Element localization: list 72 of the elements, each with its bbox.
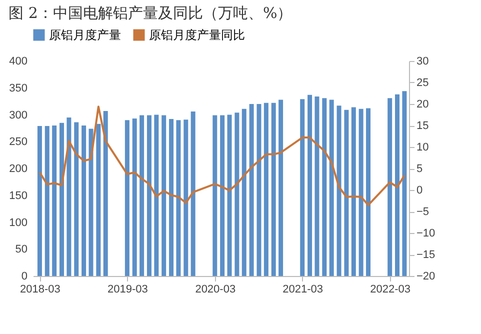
bar <box>52 126 57 276</box>
bar <box>314 96 320 276</box>
bar <box>146 115 152 276</box>
bar <box>103 110 108 276</box>
y2-tick-label: −20 <box>416 270 436 282</box>
y-tick-label: 350 <box>9 82 28 94</box>
bar <box>388 98 392 276</box>
bar <box>395 94 400 276</box>
bar <box>227 114 232 276</box>
bar <box>336 106 342 276</box>
bar <box>60 122 64 276</box>
bar <box>322 98 327 276</box>
y-tick-label: 0 <box>21 270 28 282</box>
y2-tick-label: 30 <box>416 56 429 68</box>
bar <box>249 104 254 276</box>
legend-label: 原铝月度产量同比 <box>149 28 245 42</box>
bar <box>169 119 174 276</box>
y2-tick-label: −15 <box>416 249 436 261</box>
bar <box>66 117 72 276</box>
y2-tick-label: 25 <box>416 77 429 89</box>
y2-tick-label: −5 <box>416 206 430 218</box>
bar <box>176 120 181 276</box>
y2-tick-label: 15 <box>416 120 429 132</box>
bar <box>366 108 371 276</box>
bar <box>300 99 305 276</box>
x-tick-label: 2020-03 <box>195 284 236 296</box>
bar <box>162 115 166 276</box>
y-tick-label: 250 <box>9 136 28 148</box>
y2-tick-label: −10 <box>416 228 436 240</box>
bar <box>308 94 312 276</box>
bar <box>264 102 268 276</box>
bar <box>351 107 356 276</box>
bar <box>234 112 240 276</box>
y-tick-label: 100 <box>9 216 28 229</box>
x-tick-label: 2018-03 <box>20 284 60 296</box>
bar <box>140 115 144 276</box>
bar <box>184 120 188 276</box>
bar <box>271 102 276 276</box>
bar <box>154 114 159 276</box>
line-series <box>38 106 406 206</box>
bar <box>256 104 262 276</box>
bar <box>344 110 349 276</box>
chart-title: 图 2：中国电解铝产量及同比（万吨、%） <box>8 4 292 22</box>
y-tick-label: 150 <box>9 190 28 202</box>
bar <box>242 108 246 276</box>
x-tick-label: 2019-03 <box>107 284 148 296</box>
bar <box>358 108 364 276</box>
bar <box>220 115 225 276</box>
x-tick-label: 2022-03 <box>370 284 411 296</box>
bar <box>212 115 218 276</box>
bar <box>278 100 284 276</box>
bar <box>190 112 196 276</box>
y2-tick-label: 20 <box>416 98 429 110</box>
bar <box>132 118 137 276</box>
bar <box>37 126 42 276</box>
y2-tick-label: 5 <box>416 163 423 175</box>
y2-tick-label: 10 <box>416 142 429 154</box>
bar <box>124 120 130 276</box>
bar <box>96 124 101 276</box>
y-tick-label: 400 <box>9 56 28 68</box>
legend-label: 原铝月度产量 <box>49 28 121 42</box>
bar <box>74 122 79 276</box>
bar <box>44 126 50 276</box>
y2-tick-label: 0 <box>416 184 423 196</box>
y-tick-label: 50 <box>15 244 28 256</box>
x-tick-label: 2021-03 <box>282 284 324 296</box>
bar <box>402 91 407 276</box>
bar <box>329 100 334 276</box>
bar <box>82 126 86 276</box>
y-tick-label: 300 <box>9 109 28 122</box>
y-tick-label: 200 <box>9 163 28 175</box>
bar <box>88 128 94 276</box>
